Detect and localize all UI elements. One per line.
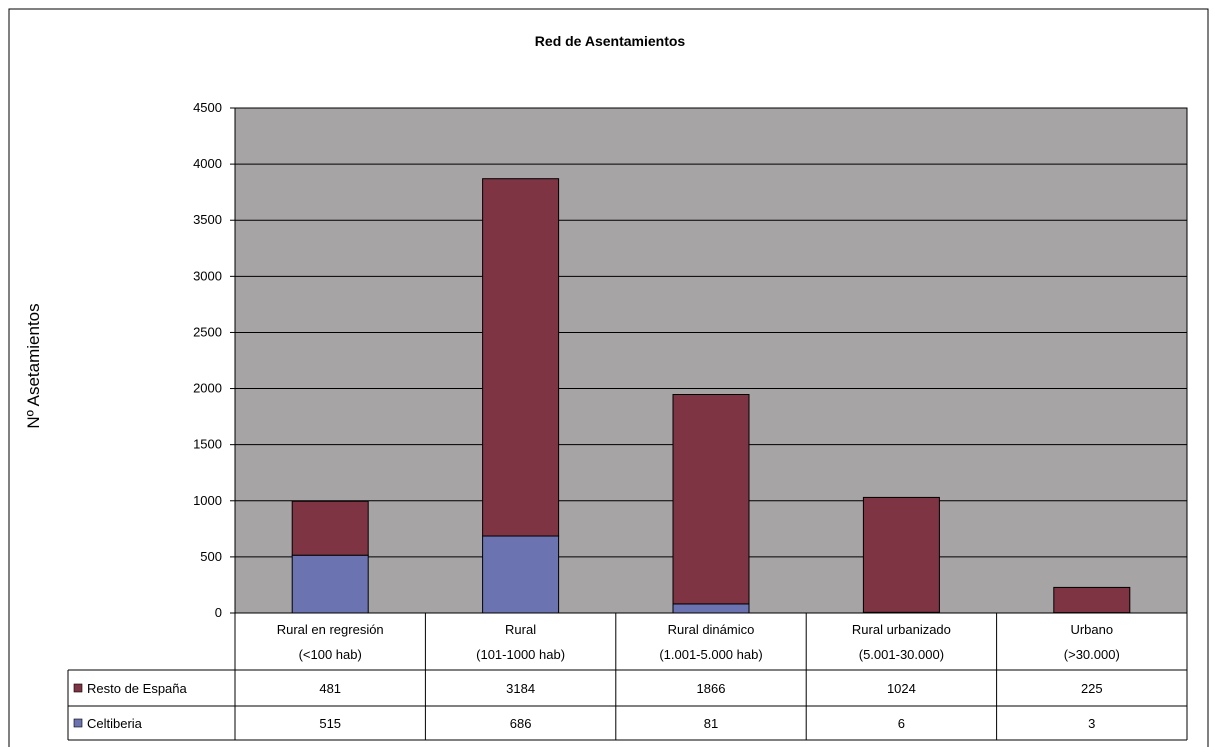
table-cell: 225 [1081,681,1103,696]
bar-segment [672,394,750,605]
data-table: Rural en regresión (<100 hab) Rural (101-10… [67,613,1188,741]
y-tick-label: 4500 [193,100,222,115]
x-category-label: Rural en regresión [277,622,384,637]
y-tick-label: 500 [200,549,222,564]
table-cell: 481 [319,681,341,696]
x-category-label: Urbano [1070,622,1113,637]
y-tick-label: 3000 [193,268,222,283]
y-axis-label: Nº Asetamientos [24,303,43,428]
bar-segment [291,554,369,614]
legend-label: Resto de España [87,681,188,696]
x-category-sublabel: (<100 hab) [299,647,362,662]
legend-label: Celtiberia [87,716,143,731]
bar-segment [482,535,560,614]
y-tick-label: 1500 [193,437,222,452]
bar-segment [482,178,560,537]
x-category-sublabel: (>30.000) [1064,647,1120,662]
bar-segment [862,496,940,613]
table-cell: 1024 [887,681,916,696]
table-cell: 3 [1088,716,1095,731]
y-axis-ticks: 0 500 1000 1500 2000 2500 3000 3500 4000 4500 [193,100,236,620]
bar-segment [1053,586,1131,614]
y-tick-label: 3500 [193,212,222,227]
y-tick-label: 0 [215,605,222,620]
x-category-sublabel: (101-1000 hab) [476,647,565,662]
y-tick-label: 2500 [193,324,222,339]
table-cell: 81 [704,716,718,731]
chart-title: Red de Asentamientos [535,33,686,49]
legend-swatch [73,683,83,693]
bars [291,178,1131,614]
table-cell: 686 [510,716,532,731]
x-category-sublabel: (1.001-5.000 hab) [659,647,762,662]
table-cell: 6 [898,716,905,731]
y-tick-label: 2000 [193,381,222,396]
x-category-label: Rural [505,622,536,637]
table-cell: 1866 [697,681,726,696]
legend-swatch [73,718,83,728]
table-cell: 3184 [506,681,535,696]
y-tick-label: 4000 [193,156,222,171]
y-tick-label: 1000 [193,493,222,508]
x-category-label: Rural dinámico [668,622,755,637]
bar-segment [672,603,750,614]
x-category-sublabel: (5.001-30.000) [859,647,944,662]
table-cell: 515 [319,716,341,731]
bar-segment [291,500,369,556]
x-category-label: Rural urbanizado [852,622,951,637]
